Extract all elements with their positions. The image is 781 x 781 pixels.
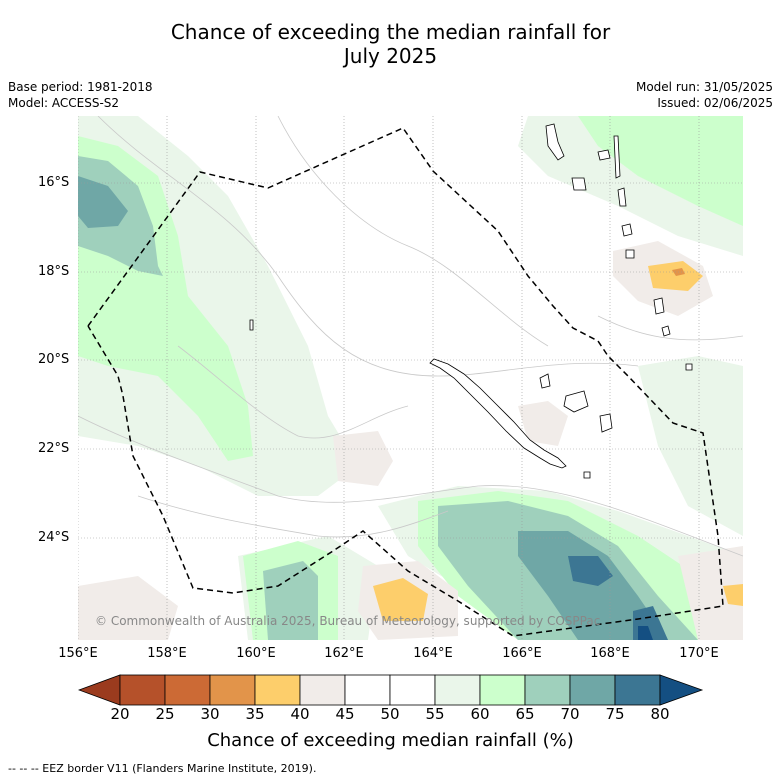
colorbar-label: Chance of exceeding median rainfall (%) — [207, 730, 574, 751]
lon-label-164e: 164°E — [413, 646, 453, 661]
colorbar — [77, 674, 704, 710]
colorbar-tick-label: 45 — [335, 705, 355, 723]
colorbar-tick-label: 25 — [155, 705, 175, 723]
colorbar-extend-high — [659, 674, 704, 706]
colorbar-tick-label: 80 — [650, 705, 670, 723]
colorbar-segment — [164, 674, 211, 706]
colorbar-tick-label: 40 — [290, 705, 310, 723]
colorbar-segment — [254, 674, 301, 706]
new-caledonia — [429, 358, 567, 469]
colorbar-segment — [434, 674, 481, 706]
land-outlines — [249, 123, 693, 479]
region-75-80-west — [78, 176, 128, 228]
region-60-65-east — [638, 356, 743, 536]
lon-label-156e: 156°E — [58, 646, 98, 661]
colorbar-svg — [77, 674, 704, 706]
region-65-70-northeast — [578, 116, 743, 226]
region-40-45-southwest — [78, 576, 178, 640]
vanuatu-island-3 — [571, 177, 587, 191]
eez-legend: -- -- -- EEZ border V11 (Flanders Marine… — [8, 762, 317, 775]
colorbar-extend-low — [77, 674, 121, 706]
map-title: Chance of exceeding the median rainfall … — [0, 20, 781, 68]
colorbar-tick-label: 55 — [425, 705, 445, 723]
colorbar-tick-label: 65 — [515, 705, 535, 723]
colorbar-segment — [209, 674, 256, 706]
vanuatu-island-8 — [653, 297, 665, 315]
chesterfield-island — [249, 319, 254, 331]
vanuatu-island-2 — [597, 149, 611, 161]
graticule — [78, 116, 743, 640]
small-island-se — [583, 471, 591, 479]
region-35-40-southeast-edge — [723, 584, 743, 606]
vanuatu-island-1 — [545, 123, 565, 161]
meta-left: Base period: 1981-2018 Model: ACCESS-S2 — [8, 79, 153, 111]
colorbar-segment — [569, 674, 616, 706]
colorbar-segment — [119, 674, 166, 706]
colorbar-segment — [524, 674, 571, 706]
copyright-notice: © Commonwealth of Australia 2025, Bureau… — [95, 614, 601, 628]
vanuatu-island-4 — [613, 135, 621, 179]
issued-date: Issued: 02/06/2025 — [657, 96, 773, 110]
eez-border — [87, 127, 724, 637]
title-line-1: Chance of exceeding the median rainfall … — [170, 20, 611, 44]
colorbar-segment — [344, 674, 391, 706]
loyalty-island-3 — [599, 413, 613, 433]
title-line-2: July 2025 — [343, 44, 438, 68]
vanuatu-island-6 — [621, 223, 633, 237]
lat-label-24s: 24°S — [38, 530, 70, 545]
lon-label-162e: 162°E — [324, 646, 364, 661]
colorbar-segment — [299, 674, 346, 706]
lon-label-168e: 168°E — [590, 646, 630, 661]
lat-label-18s: 18°S — [38, 264, 70, 279]
lat-label-22s: 22°S — [38, 441, 70, 456]
colorbar-tick-label: 60 — [470, 705, 490, 723]
base-period: Base period: 1981-2018 — [8, 80, 153, 94]
region-35-40-east — [648, 261, 703, 291]
vanuatu-island-9 — [661, 325, 671, 337]
region-35-40-south — [373, 578, 428, 621]
rainfall-map — [78, 116, 743, 640]
lon-label-170e: 170°E — [679, 646, 719, 661]
meta-right: Model run: 31/05/2025 Issued: 02/06/2025 — [636, 79, 773, 111]
vanuatu-island-7 — [625, 249, 635, 259]
colorbar-segment — [614, 674, 661, 706]
region-40-45-southeast — [678, 546, 743, 640]
region-40-45-middle — [518, 401, 568, 446]
colorbar-tick-label: 75 — [605, 705, 625, 723]
region-70-75-south — [263, 561, 318, 640]
lon-label-160e: 160°E — [236, 646, 276, 661]
colorbar-tick-label: 50 — [380, 705, 400, 723]
loyalty-island-1 — [539, 373, 551, 389]
contour-lines — [78, 116, 743, 557]
colorbar-tick-label: 35 — [245, 705, 265, 723]
colorbar-tick-label: 20 — [110, 705, 130, 723]
region-80-plus-core — [638, 626, 653, 640]
lat-label-16s: 16°S — [38, 175, 70, 190]
colorbar-segment — [479, 674, 526, 706]
lat-label-20s: 20°S — [38, 352, 70, 367]
model-run: Model run: 31/05/2025 — [635, 80, 773, 94]
loyalty-island-2 — [563, 390, 589, 413]
region-80-plus — [568, 556, 613, 586]
region-40-45-center — [333, 431, 393, 486]
map-canvas — [78, 116, 743, 640]
small-island-e — [685, 363, 693, 371]
lon-label-158e: 158°E — [147, 646, 187, 661]
colorbar-tick-label: 70 — [560, 705, 580, 723]
colorbar-tick-label: 30 — [200, 705, 220, 723]
model-name: Model: ACCESS-S2 — [8, 96, 120, 110]
region-75-80-southeast — [518, 531, 668, 640]
lon-label-166e: 166°E — [502, 646, 542, 661]
vanuatu-island-5 — [617, 187, 627, 207]
colorbar-segment — [389, 674, 436, 706]
